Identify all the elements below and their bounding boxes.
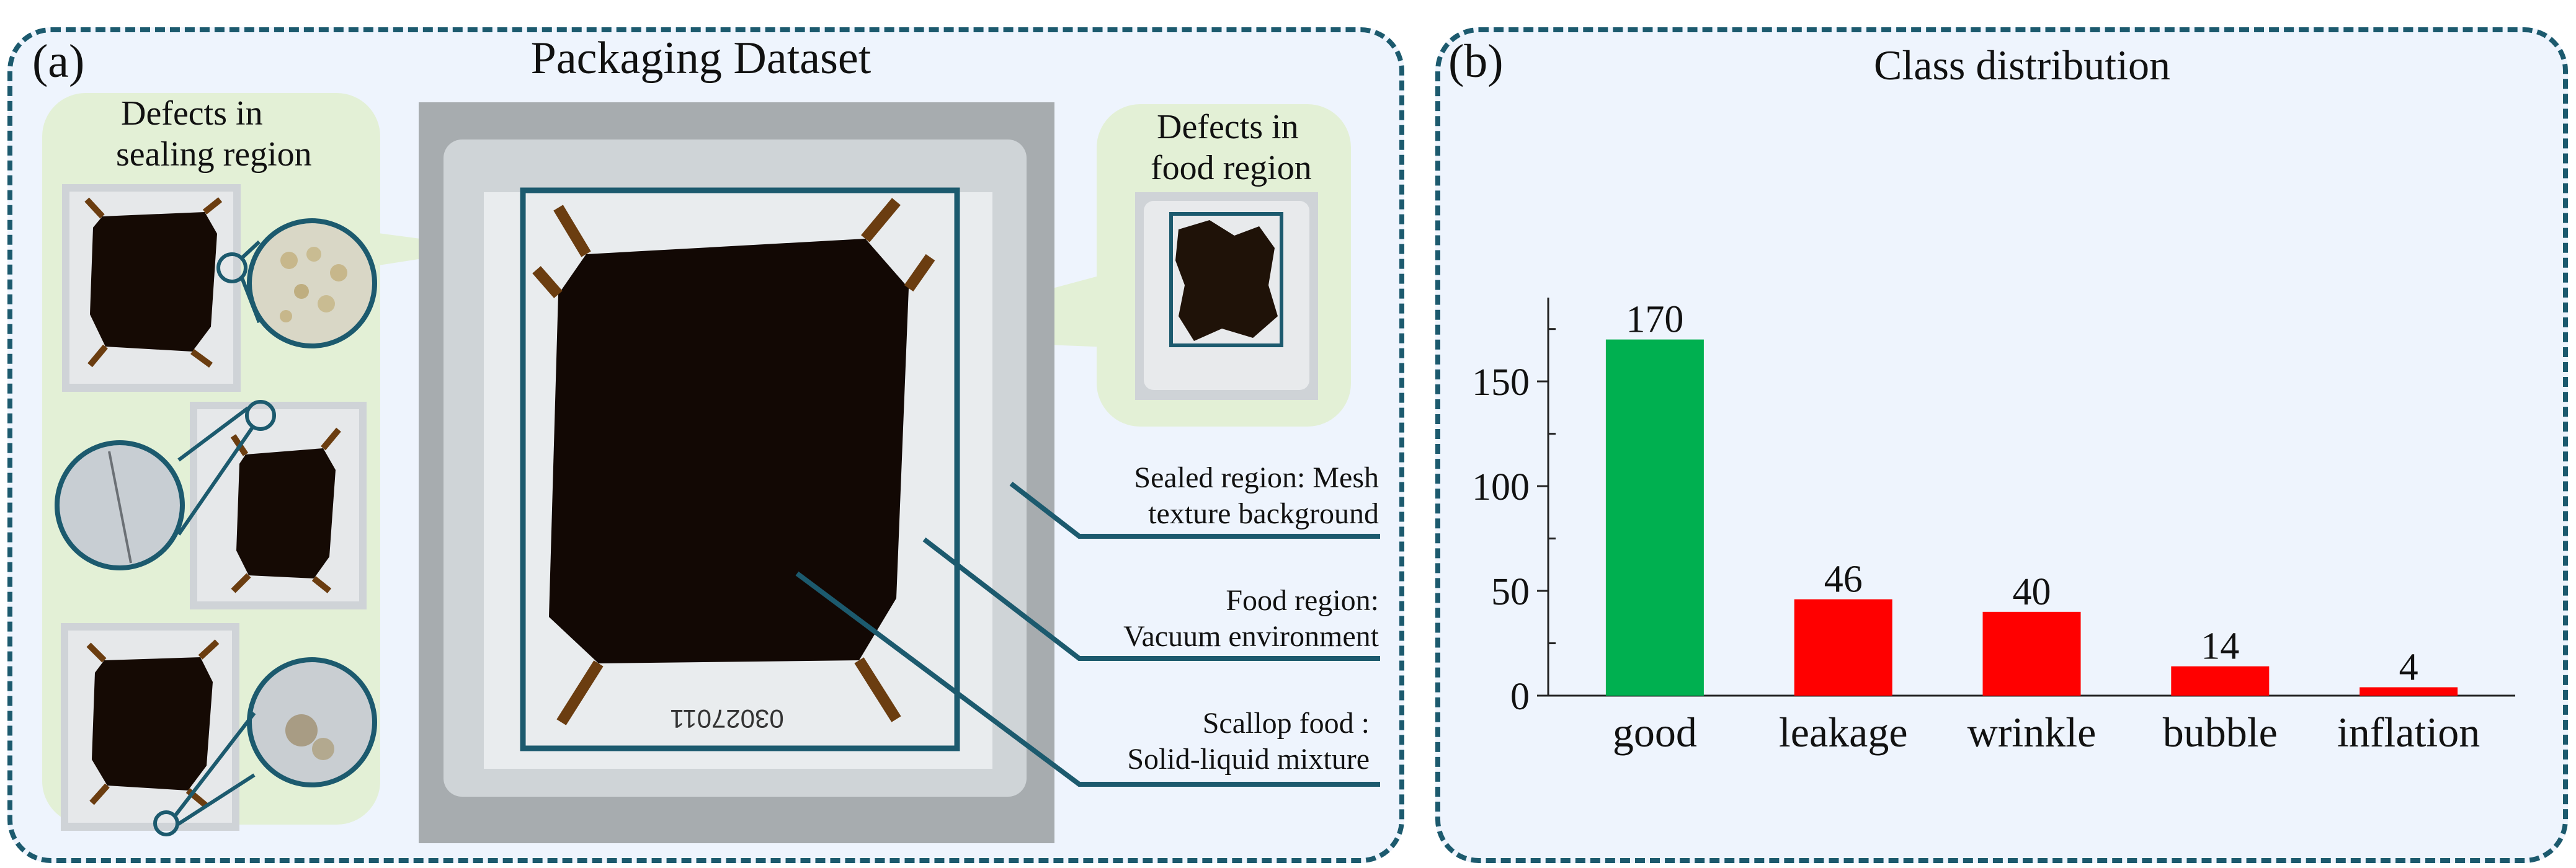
panel-a-label: (a) — [32, 35, 85, 87]
data-label-inflation: 4 — [2399, 646, 2418, 688]
x-tick-label-wrinkle: wrinkle — [1968, 709, 2097, 756]
y-tick-label: 100 — [1472, 466, 1530, 508]
bar-leakage — [1794, 599, 1892, 696]
food-region-callout-line1: Food region: — [1226, 584, 1379, 617]
sealed-region-callout-line — [1009, 481, 1380, 539]
bar-bubble — [2171, 666, 2270, 696]
zoom-3-pointer — [153, 712, 256, 836]
sealing-group-title-line2: sealing region — [116, 135, 312, 174]
x-tick-label-bubble: bubble — [2163, 709, 2278, 756]
scallop-callout-line1: Scallop food : — [1202, 707, 1370, 740]
sealed-region-callout-line1: Sealed region: Mesh — [1134, 461, 1379, 494]
sealing-defect-zoom-1 — [247, 218, 377, 348]
bar-good — [1605, 339, 1704, 696]
scallop-callout-line — [795, 571, 1380, 787]
y-tick-label: 150 — [1472, 361, 1530, 404]
scallop-callout-line2: Solid-liquid mixture — [1127, 743, 1370, 776]
sealing-group-title: Defects in sealing region — [116, 93, 312, 175]
sealing-defect-zoom-2 — [55, 440, 185, 570]
data-label-wrinkle: 40 — [2013, 571, 2051, 613]
chart-title: Class distribution — [1874, 42, 2170, 89]
data-label-bubble: 14 — [2201, 626, 2239, 668]
zoom-2-pointer — [177, 400, 276, 536]
food-region-box — [520, 187, 960, 751]
data-label-good: 170 — [1626, 299, 1683, 341]
food-group-title: Defects in food region — [1151, 107, 1312, 188]
sealed-region-callout-line2: texture background — [1148, 497, 1379, 530]
x-tick-label-leakage: leakage — [1779, 709, 1908, 756]
y-tick-label: 0 — [1510, 676, 1530, 718]
data-label-leakage: 46 — [1824, 559, 1863, 601]
zoom-1-pointer — [216, 240, 261, 324]
sealing-group-title-line1: Defects in — [121, 94, 263, 133]
bar-wrinkle — [1982, 611, 2081, 696]
sealing-defect-thumbnail-1 — [62, 184, 241, 392]
sealing-defect-thumbnail-3 — [61, 623, 239, 831]
food-region-callout-line2: Vacuum environment — [1123, 620, 1379, 653]
food-defect-thumbnail — [1135, 192, 1318, 400]
bar-inflation — [2360, 687, 2458, 696]
food-region-callout: Food region: Vacuum environment — [1123, 583, 1379, 655]
main-package-photo — [419, 102, 1054, 843]
food-region-callout-line — [922, 537, 1380, 661]
food-group-title-line1: Defects in — [1157, 108, 1299, 146]
scallop-callout: Scallop food : Solid-liquid mixture — [1127, 706, 1370, 777]
x-tick-label-good: good — [1613, 709, 1697, 756]
food-group-title-line2: food region — [1151, 149, 1312, 187]
sealing-defect-thumbnail-2 — [190, 402, 367, 609]
panel-b-label: (b) — [1448, 35, 1504, 87]
sealed-region-callout: Sealed region: Mesh texture background — [1134, 460, 1379, 532]
x-tick-label-inflation: inflation — [2337, 709, 2480, 756]
panel-a-title: Packaging Dataset — [530, 33, 871, 84]
y-tick-label: 50 — [1491, 571, 1530, 613]
